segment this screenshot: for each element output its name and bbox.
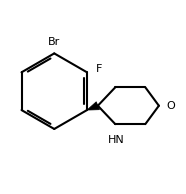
Text: O: O: [166, 101, 175, 111]
Text: F: F: [96, 64, 102, 74]
Text: Br: Br: [48, 37, 60, 47]
Text: HN: HN: [108, 135, 125, 145]
Polygon shape: [87, 102, 100, 110]
